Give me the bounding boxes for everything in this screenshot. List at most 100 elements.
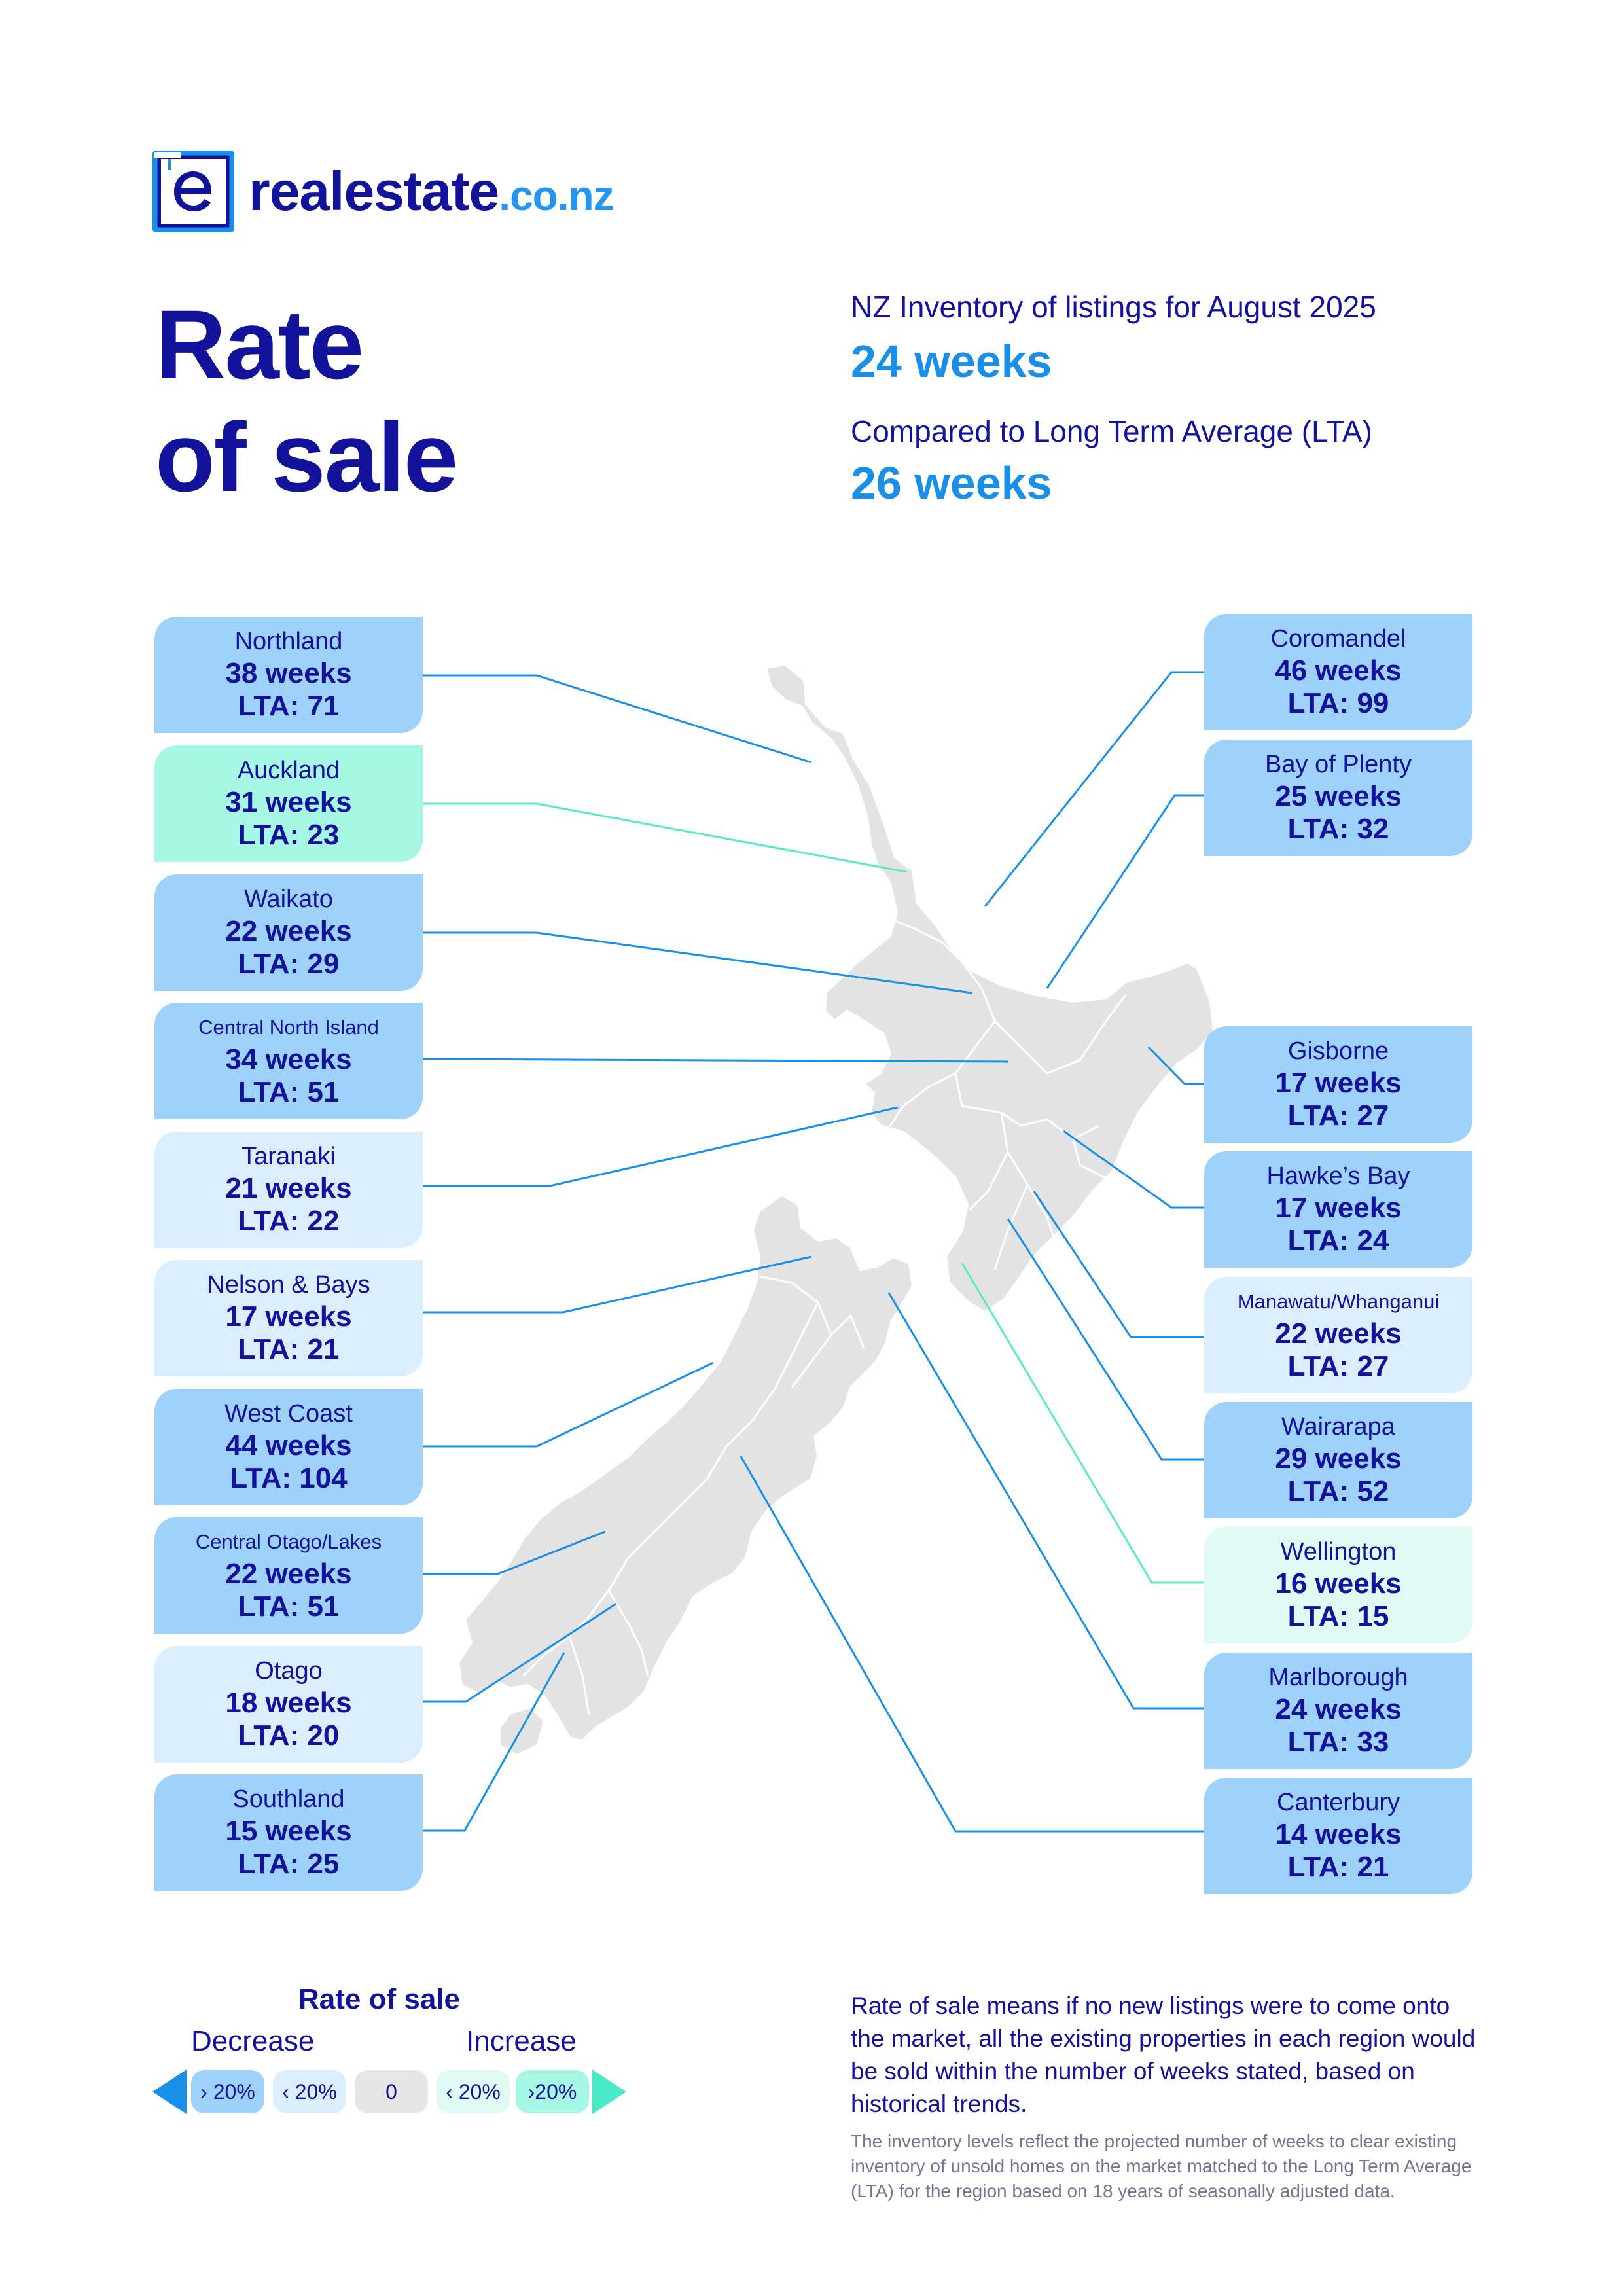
- region-lta: LTA: 27: [1287, 1350, 1389, 1382]
- stewart-island-shape: [501, 1708, 543, 1754]
- connector-taranaki: [423, 1106, 899, 1187]
- legend-item-strong-decrease: › 20%: [191, 2070, 264, 2113]
- region-lta: LTA: 51: [238, 1076, 340, 1108]
- region-weeks: 24 weeks: [1275, 1693, 1402, 1725]
- connector-wellington: [961, 1263, 1204, 1584]
- decrease-arrow-icon: [152, 2070, 187, 2114]
- legend-item-light-increase: ‹ 20%: [437, 2070, 510, 2113]
- methodology-note: The inventory levels reflect the project…: [851, 2131, 1472, 2201]
- region-name: Waikato: [244, 886, 333, 913]
- region-name: Southland: [232, 1785, 345, 1813]
- connector-wairarapa: [1007, 1218, 1204, 1461]
- region-card-northland[interactable]: Northland 38 weeks LTA: 71: [154, 617, 423, 733]
- region-lta: LTA: 21: [238, 1333, 340, 1365]
- lta-label: Compared to Long Term Average (LTA): [851, 414, 1372, 448]
- region-name: West Coast: [224, 1400, 353, 1427]
- region-weeks: 25 weeks: [1275, 780, 1402, 812]
- connector-central-north-island: [422, 1058, 1008, 1063]
- region-card-canterbury[interactable]: Canterbury 14 weeks LTA: 21: [1204, 1778, 1472, 1894]
- inventory-label: NZ Inventory of listings for August 2025: [851, 290, 1376, 324]
- region-weeks: 46 weeks: [1275, 655, 1402, 687]
- legend-decrease-label: Decrease: [191, 2025, 315, 2057]
- region-name: Otago: [255, 1657, 323, 1685]
- connector-central-otago-lakes: [423, 1530, 606, 1575]
- region-weeks: 34 weeks: [225, 1043, 352, 1075]
- region-card-hawkes-bay[interactable]: Hawke’s Bay 17 weeks LTA: 24: [1204, 1151, 1472, 1268]
- connector-northland: [423, 674, 812, 764]
- connector-manawatu-whanganui: [1033, 1191, 1204, 1338]
- connector-nelson-bays: [423, 1255, 812, 1314]
- region-card-taranaki[interactable]: Taranaki 21 weeks LTA: 22: [154, 1132, 423, 1248]
- region-lta: LTA: 20: [238, 1719, 340, 1751]
- legend-item-light-decrease: ‹ 20%: [273, 2070, 346, 2113]
- region-card-wellington[interactable]: Wellington 16 weeks LTA: 15: [1204, 1527, 1472, 1643]
- increase-arrow-icon: [592, 2070, 626, 2114]
- region-lta: LTA: 15: [1287, 1600, 1389, 1632]
- left-connector-lines: [422, 674, 1008, 1832]
- region-card-gisborne[interactable]: Gisborne 17 weeks LTA: 27: [1204, 1026, 1472, 1143]
- connector-southland: [423, 1652, 565, 1832]
- region-name: Gisborne: [1287, 1037, 1389, 1065]
- region-lta: LTA: 23: [238, 819, 340, 851]
- region-lta: LTA: 27: [1287, 1100, 1389, 1132]
- connector-marlborough: [887, 1292, 1204, 1710]
- region-name: Auckland: [237, 757, 340, 784]
- region-card-central-otago-lakes[interactable]: Central Otago/Lakes 22 weeks LTA: 51: [154, 1517, 423, 1634]
- page-title-line-2: of sale: [155, 402, 458, 512]
- region-lta: LTA: 99: [1287, 687, 1389, 719]
- region-name: Northland: [234, 628, 343, 655]
- region-name: Hawke’s Bay: [1266, 1162, 1410, 1190]
- region-name: Nelson & Bays: [207, 1271, 370, 1299]
- connector-auckland: [423, 802, 907, 873]
- region-card-waikato[interactable]: Waikato 22 weeks LTA: 29: [154, 874, 423, 991]
- region-card-coromandel[interactable]: Coromandel 46 weeks LTA: 99: [1204, 614, 1472, 730]
- south-island-shape: [456, 1193, 915, 1743]
- connector-waikato: [423, 931, 972, 994]
- region-name: Coromandel: [1270, 625, 1406, 653]
- region-lta: LTA: 22: [238, 1205, 340, 1237]
- region-card-auckland[interactable]: Auckland 31 weeks LTA: 23: [154, 745, 423, 862]
- region-name: Manawatu/Whanganui: [1237, 1290, 1440, 1313]
- region-weeks: 38 weeks: [225, 657, 352, 689]
- region-weeks: 14 weeks: [1275, 1818, 1402, 1850]
- region-card-central-north-island[interactable]: Central North Island 34 weeks LTA: 51: [154, 1003, 423, 1119]
- region-weeks: 22 weeks: [225, 915, 352, 947]
- connector-west-coast: [423, 1361, 714, 1448]
- region-lta: LTA: 71: [238, 690, 340, 722]
- region-lta: LTA: 52: [1287, 1475, 1389, 1507]
- north-island-shape: [764, 662, 1216, 1314]
- region-name: Marlborough: [1268, 1664, 1408, 1691]
- legend-title: Rate of sale: [298, 1983, 460, 2015]
- region-weeks: 17 weeks: [1275, 1192, 1402, 1224]
- region-card-nelson-bays[interactable]: Nelson & Bays 17 weeks LTA: 21: [154, 1260, 423, 1376]
- region-card-marlborough[interactable]: Marlborough 24 weeks LTA: 33: [1204, 1653, 1472, 1769]
- region-lta: LTA: 24: [1287, 1225, 1389, 1257]
- region-name: Canterbury: [1277, 1789, 1400, 1816]
- page-title-line-1: Rate: [155, 289, 364, 399]
- connector-hawkes-bay: [1063, 1130, 1204, 1209]
- legend-increase-label: Increase: [466, 2025, 577, 2057]
- region-card-manawatu-whanganui[interactable]: Manawatu/Whanganui 22 weeks LTA: 27: [1204, 1277, 1472, 1393]
- region-weeks: 29 weeks: [1275, 1443, 1402, 1475]
- region-weeks: 15 weeks: [225, 1815, 352, 1847]
- logo-wordmark: realestate.co.nz: [249, 160, 615, 223]
- region-name: Wairarapa: [1281, 1413, 1395, 1441]
- region-card-west-coast[interactable]: West Coast 44 weeks LTA: 104: [154, 1389, 423, 1505]
- region-card-otago[interactable]: Otago 18 weeks LTA: 20: [154, 1646, 423, 1763]
- legend-item-neutral: 0: [355, 2070, 428, 2113]
- region-card-wairarapa[interactable]: Wairarapa 29 weeks LTA: 52: [1204, 1402, 1472, 1518]
- connector-otago: [423, 1602, 617, 1703]
- region-lta: LTA: 33: [1287, 1726, 1389, 1758]
- region-card-bay-of-plenty[interactable]: Bay of Plenty 25 weeks LTA: 32: [1204, 740, 1472, 856]
- region-weeks: 44 weeks: [225, 1429, 352, 1462]
- realestate-logo-icon: [152, 151, 234, 232]
- connector-bay-of-plenty: [1046, 794, 1204, 989]
- region-card-southland[interactable]: Southland 15 weeks LTA: 25: [154, 1774, 423, 1891]
- legend-item-strong-increase: ›20%: [516, 2070, 589, 2113]
- region-name: Bay of Plenty: [1265, 751, 1412, 778]
- region-lta: LTA: 21: [1287, 1851, 1389, 1883]
- logo-brand: realestate: [249, 160, 499, 222]
- realestate-logo[interactable]: realestate.co.nz: [152, 151, 615, 232]
- region-weeks: 17 weeks: [1275, 1067, 1402, 1099]
- region-lta: LTA: 104: [230, 1462, 348, 1494]
